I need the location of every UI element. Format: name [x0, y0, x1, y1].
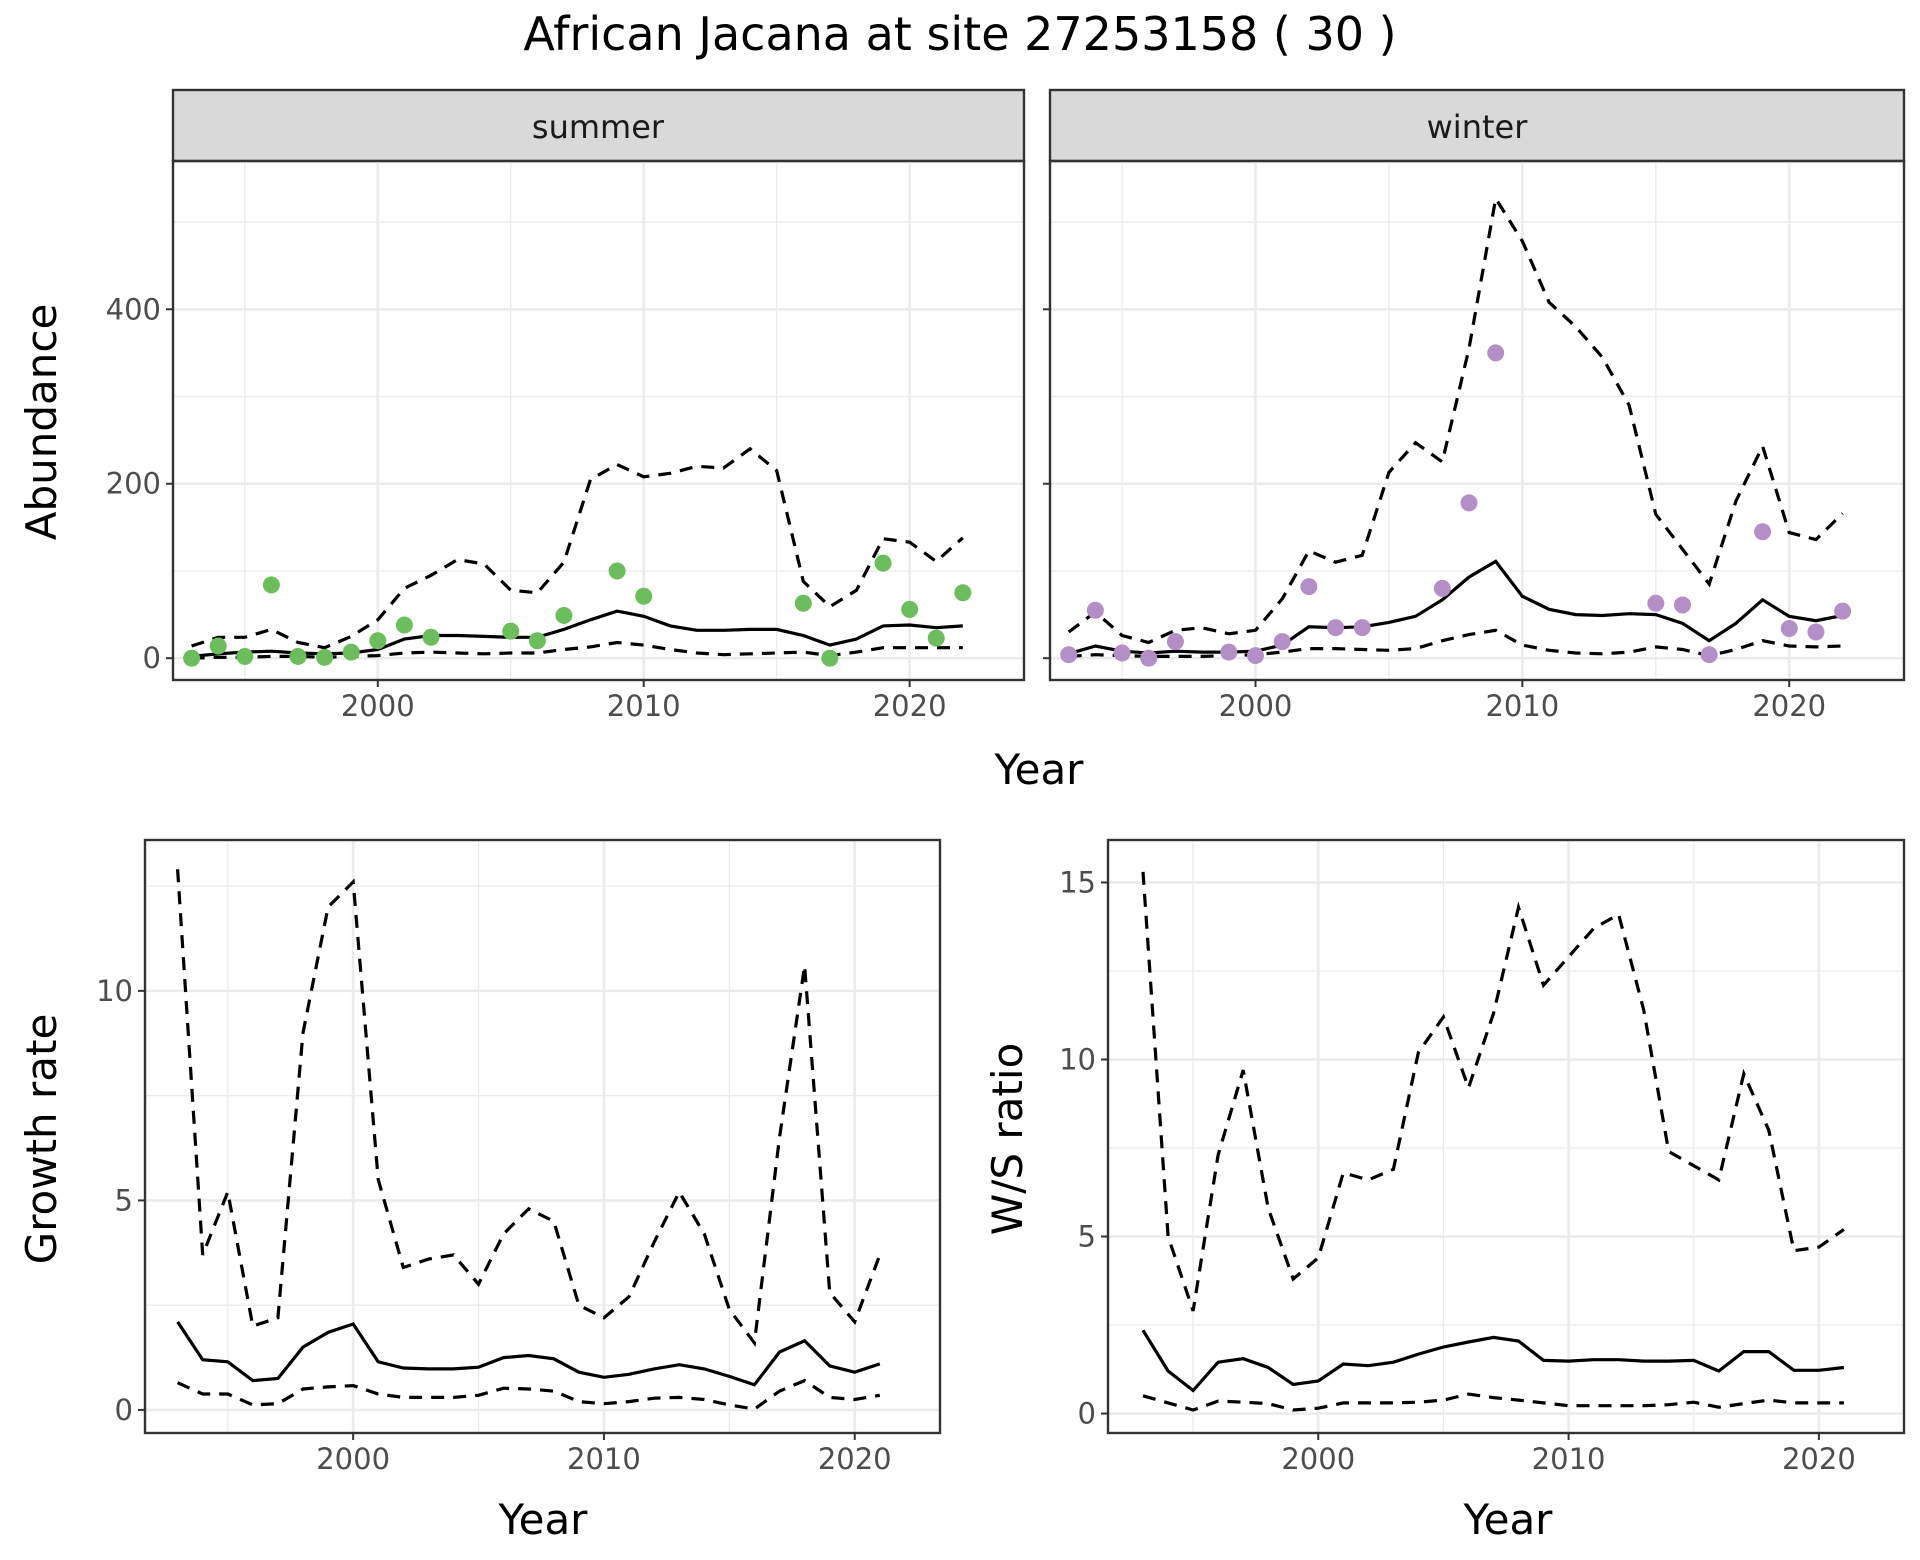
summer-observed-point	[209, 637, 227, 655]
summer-observed-point	[528, 632, 546, 650]
winter-abundance-panel: 2000 2010 2020	[1043, 159, 1906, 723]
summer-strip-label: summer	[532, 108, 665, 146]
winter-observed-point	[1246, 647, 1264, 665]
winter-observed-point	[1647, 594, 1665, 612]
winter-observed-point	[1673, 596, 1691, 614]
summer-observed-point	[502, 622, 520, 640]
ratio-y-tick-label: 5	[1078, 1220, 1096, 1254]
growth-lower-line	[176, 1378, 881, 1411]
growth-y-tick-label: 0	[115, 1393, 133, 1427]
growth-x-tick-label: 2000	[316, 1442, 390, 1476]
ratio-y-tick-label: 10	[1059, 1042, 1096, 1076]
summer-observed-point	[821, 649, 839, 667]
summer-upper-line	[191, 446, 964, 650]
winter-observed-point	[1834, 602, 1852, 620]
figure-title: African Jacana at site 27253158 ( 30 )	[523, 7, 1396, 61]
ratio-x-tick-label: 2010	[1532, 1442, 1606, 1476]
ratio-x-tick-label: 2020	[1782, 1442, 1856, 1476]
winter-observed-point	[1780, 620, 1798, 638]
ws-ratio-y-axis-title: W/S ratio	[983, 1043, 1032, 1236]
winter-observed-point	[1353, 619, 1371, 637]
winter-observed-point	[1140, 649, 1158, 667]
summer-strip	[171, 88, 1026, 163]
winter-x-tick-label: 2010	[1485, 689, 1559, 723]
winter-observed-point	[1086, 601, 1104, 619]
winter-observed-point	[1700, 646, 1718, 664]
winter-observed-point	[1754, 523, 1772, 541]
winter-strip-label: winter	[1427, 108, 1529, 146]
ratio-lower-line	[1142, 1392, 1844, 1412]
growth-upper-line	[176, 869, 882, 1348]
summer-observed-point	[555, 606, 573, 624]
ws-ratio-x-axis-title: Year	[1463, 1495, 1554, 1544]
summer-observed-point	[289, 647, 307, 665]
summer-observed-point	[395, 616, 413, 634]
summer-observed-point	[262, 576, 280, 594]
summer-observed-point	[635, 587, 653, 605]
summer-observed-point	[874, 554, 892, 572]
winter-observed-point	[1807, 623, 1825, 641]
abundance-x-axis-title: Year	[994, 745, 1085, 794]
winter-observed-point	[1113, 644, 1131, 662]
winter-observed-point	[1460, 494, 1478, 512]
summer-observed-point	[236, 647, 254, 665]
winter-observed-point	[1166, 633, 1184, 651]
winter-panel-border	[1048, 159, 1906, 682]
summer-observed-point	[954, 584, 972, 602]
summer-observed-point	[316, 648, 334, 666]
ratio-upper-line	[1141, 871, 1845, 1312]
ratio-y-tick-label: 15	[1059, 865, 1096, 899]
growth-rate-x-axis-title: Year	[498, 1495, 589, 1544]
winter-observed-point	[1327, 619, 1345, 637]
winter-upper-line	[1067, 194, 1844, 645]
winter-x-tick-label: 2020	[1752, 689, 1826, 723]
winter-observed-point	[1273, 633, 1291, 651]
summer-y-tick-label: 0	[143, 641, 161, 675]
summer-x-tick-label: 2010	[607, 689, 681, 723]
winter-observed-point	[1487, 344, 1505, 362]
winter-observed-point	[1220, 643, 1238, 661]
summer-observed-point	[927, 629, 945, 647]
growth-mean-line	[176, 1321, 881, 1387]
summer-x-tick-label: 2020	[873, 689, 947, 723]
growth-x-tick-label: 2010	[567, 1442, 641, 1476]
growth-y-tick-label: 5	[115, 1183, 133, 1217]
summer-x-tick-label: 2000	[341, 689, 415, 723]
summer-observed-point	[422, 628, 440, 646]
ratio-mean-line	[1141, 1329, 1845, 1393]
summer-observed-point	[794, 594, 812, 612]
growth-y-tick-label: 10	[96, 974, 133, 1008]
summer-abundance-panel: 2000 2010 2020 0 200 400	[106, 159, 1026, 723]
winter-observed-point	[1060, 646, 1078, 664]
summer-observed-point	[369, 632, 387, 650]
growth-rate-panel: 2000 2010 2020 0 5 10	[96, 838, 942, 1476]
winter-x-tick-label: 2000	[1219, 689, 1293, 723]
ratio-panel-border	[1106, 838, 1906, 1435]
summer-panel-border	[171, 159, 1026, 682]
growth-panel-border	[143, 838, 942, 1435]
abundance-y-axis-title: Abundance	[17, 304, 66, 541]
ratio-y-tick-label: 0	[1078, 1397, 1096, 1431]
growth-rate-y-axis-title: Growth rate	[17, 1014, 66, 1265]
summer-observed-point	[342, 643, 360, 661]
winter-observed-point	[1300, 578, 1318, 596]
summer-observed-point	[901, 600, 919, 618]
ratio-x-tick-label: 2000	[1281, 1442, 1355, 1476]
winter-strip	[1048, 88, 1906, 163]
ws-ratio-panel: 2000 2010 2020 0 5 10 15	[1059, 838, 1906, 1476]
summer-y-tick-label: 200	[106, 467, 161, 501]
winter-mean-line	[1068, 559, 1843, 656]
summer-observed-point	[183, 649, 201, 667]
summer-y-tick-label: 400	[106, 292, 161, 326]
winter-observed-point	[1433, 579, 1451, 597]
summer-observed-point	[608, 562, 626, 580]
growth-x-tick-label: 2020	[818, 1442, 892, 1476]
